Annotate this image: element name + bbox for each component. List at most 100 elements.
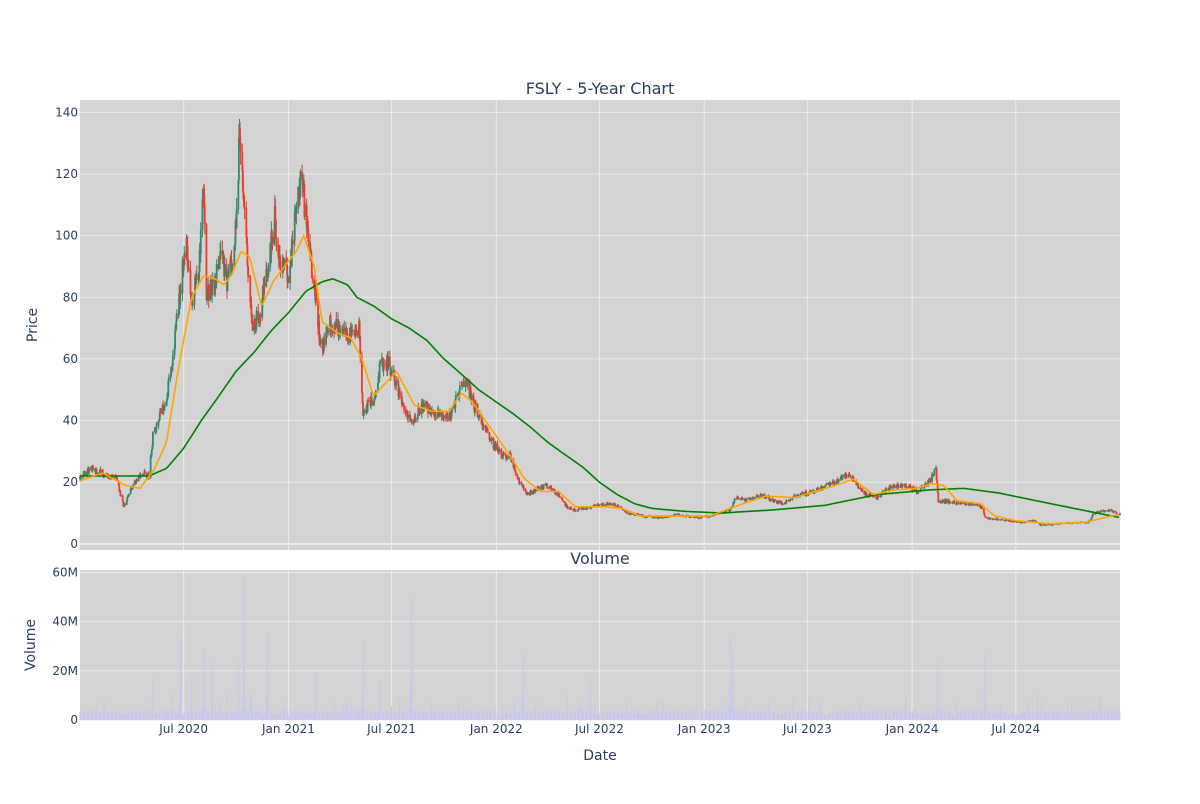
candle-body — [408, 414, 411, 418]
volume-bar — [176, 714, 178, 720]
volume-bar — [479, 709, 481, 720]
volume-bars — [79, 577, 1121, 720]
volume-bar — [904, 709, 906, 720]
volume-bar — [155, 712, 157, 720]
candle-body — [588, 507, 591, 509]
volume-bar — [876, 714, 878, 720]
candle-body — [1112, 510, 1115, 513]
volume-bar — [925, 716, 927, 720]
volume-bar — [526, 710, 528, 720]
candle-body — [225, 264, 228, 278]
candle-body — [123, 503, 126, 507]
volume-bar — [318, 711, 320, 720]
volume-bar — [403, 709, 405, 720]
volume-bar — [658, 715, 660, 720]
volume-bar — [119, 715, 121, 720]
volume-bar — [814, 712, 816, 720]
candle-body — [82, 473, 85, 477]
volume-bar — [104, 714, 106, 720]
volume-bar — [1084, 713, 1086, 720]
volume-bar — [152, 678, 154, 720]
volume-bar — [598, 713, 600, 720]
volume-bar — [877, 714, 879, 720]
volume-bar — [362, 641, 364, 720]
candle-body — [769, 498, 772, 501]
volume-bar — [733, 712, 735, 720]
candle-body — [1045, 524, 1047, 526]
volume-bar — [1017, 714, 1019, 720]
volume-bar — [748, 714, 750, 720]
volume-bar — [147, 715, 149, 720]
volume-bar — [535, 702, 537, 720]
candle-body — [875, 495, 878, 499]
volume-bar — [426, 713, 428, 720]
volume-bar — [79, 711, 81, 720]
volume-bar — [503, 710, 505, 720]
volume-bar — [720, 715, 722, 720]
volume-bar — [568, 715, 570, 720]
short-moving-average-line — [79, 233, 1120, 525]
volume-bar — [180, 683, 182, 720]
volume-bar — [749, 710, 751, 720]
volume-bar — [749, 710, 751, 720]
candle-body — [186, 245, 189, 269]
volume-bar — [334, 714, 336, 720]
volume-bar — [84, 711, 86, 720]
candle-body — [742, 498, 744, 500]
volume-bar — [985, 710, 987, 720]
volume-bar — [486, 712, 488, 720]
volume-bar — [924, 711, 926, 720]
volume-bar — [331, 710, 333, 720]
volume-bar — [1076, 715, 1078, 720]
volume-bar — [734, 707, 736, 720]
candle-body — [896, 484, 899, 488]
volume-bar — [144, 711, 146, 720]
candle-body — [1099, 511, 1101, 513]
candle-body — [525, 492, 528, 495]
candle-body — [235, 208, 238, 228]
volume-bar — [482, 713, 484, 720]
volume-bar — [425, 713, 427, 720]
volume-bar — [790, 714, 792, 720]
volume-bar — [422, 711, 424, 720]
volume-bar — [652, 716, 654, 720]
volume-bar — [770, 712, 772, 720]
volume-bar — [457, 715, 459, 720]
volume-bar — [1102, 715, 1104, 720]
volume-bar — [529, 716, 531, 720]
candle-body — [1001, 519, 1004, 521]
candle-body — [309, 241, 311, 255]
candle-body — [179, 290, 182, 305]
volume-bar — [840, 714, 842, 720]
volume-bar — [686, 710, 688, 720]
volume-bar — [752, 710, 754, 720]
volume-bar — [146, 714, 148, 720]
volume-bar — [327, 711, 329, 720]
candle-body — [174, 330, 177, 349]
volume-bar — [397, 712, 399, 720]
volume-bar — [107, 712, 109, 720]
candle-body — [177, 313, 180, 315]
candle-body — [383, 363, 386, 365]
volume-bar — [398, 710, 400, 720]
candle-body — [449, 411, 452, 418]
volume-bar — [864, 712, 866, 720]
volume-bar — [678, 715, 680, 720]
volume-bar — [454, 710, 456, 720]
volume-bar — [439, 714, 441, 720]
candle-body — [466, 385, 469, 387]
candle-body — [469, 386, 472, 394]
volume-bar — [1023, 710, 1025, 720]
candle-body — [945, 499, 948, 503]
volume-bar — [662, 700, 664, 720]
candle-body — [525, 490, 527, 493]
volume-bar — [489, 711, 491, 720]
candle-body — [447, 416, 449, 421]
volume-bar — [98, 711, 100, 720]
volume-bar — [114, 716, 116, 720]
candle-body — [800, 493, 803, 496]
volume-bar — [419, 716, 421, 720]
volume-bar — [820, 712, 822, 720]
candle-body — [825, 484, 828, 486]
volume-bar — [465, 713, 467, 720]
